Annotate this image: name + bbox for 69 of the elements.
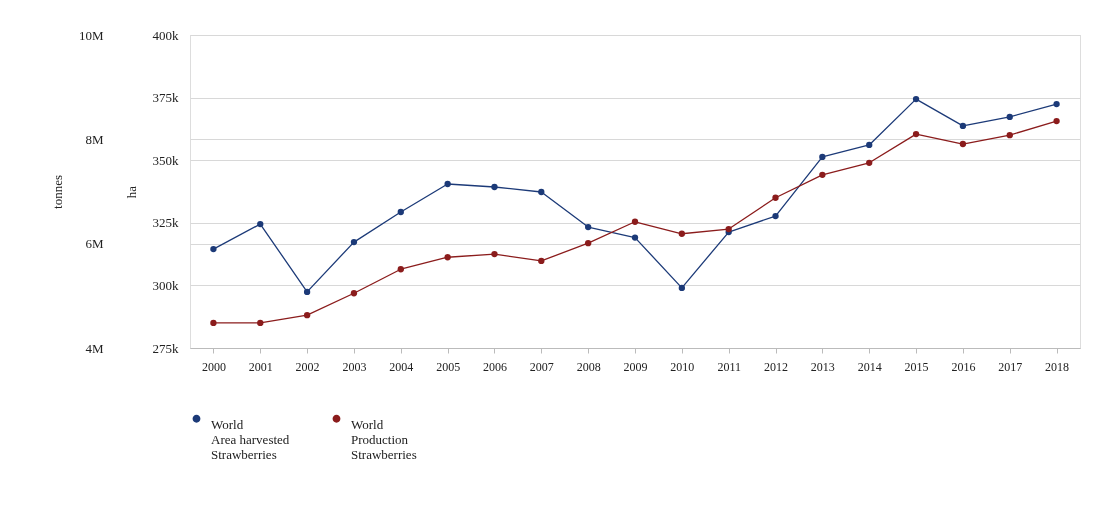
point — [631, 218, 639, 225]
point — [678, 230, 685, 237]
point — [350, 238, 358, 246]
point — [866, 159, 873, 166]
x-tick-label: 2005 — [436, 359, 461, 374]
legend-label: World Production Strawberries — [351, 416, 417, 462]
x-tick-label: 2016 — [951, 359, 976, 374]
y2-tick-label: 8M — [85, 131, 104, 147]
y2-tick-label: 4M — [85, 340, 104, 356]
point — [350, 290, 358, 297]
x-tick-label: 2009 — [623, 359, 648, 374]
point — [1053, 117, 1060, 125]
x-tick-label: 2002 — [295, 359, 320, 374]
y-tick-label: 275k — [152, 340, 179, 356]
point — [444, 180, 451, 188]
x-tick-label: 2014 — [857, 359, 882, 374]
point — [491, 250, 498, 258]
legend-label: World Area harvested Strawberries — [211, 416, 290, 462]
y2-axis-title: tonnes — [49, 175, 65, 209]
y-tick-label: 300k — [152, 277, 179, 293]
point — [1053, 100, 1060, 108]
x-tick-label: 2008 — [576, 359, 601, 374]
y2-tick-label: 10M — [78, 27, 104, 43]
point — [257, 220, 264, 228]
point — [1006, 113, 1013, 121]
x-tick-label: 2010 — [670, 359, 695, 374]
point — [912, 95, 920, 103]
y-axis-title: ha — [123, 185, 139, 199]
point — [210, 245, 217, 253]
point — [444, 254, 451, 261]
y-tick-label: 400k — [152, 27, 179, 43]
point — [819, 171, 826, 178]
y-tick-label: 350k — [152, 152, 179, 168]
point — [538, 257, 545, 265]
x-tick-label: 2003 — [342, 359, 367, 374]
x-tick-label: 2012 — [764, 359, 789, 374]
y2-tick-label: 6M — [85, 236, 104, 252]
point — [303, 288, 311, 296]
point — [585, 239, 592, 247]
x-tick-label: 2015 — [904, 359, 929, 374]
x-tick-label: 2018 — [1045, 359, 1070, 374]
point — [397, 208, 404, 216]
point — [1006, 132, 1013, 139]
point — [866, 141, 873, 149]
x-tick-label: 2013 — [810, 359, 835, 374]
point — [303, 311, 311, 319]
point — [397, 266, 404, 273]
x-tick-label: 2004 — [389, 359, 414, 374]
point — [491, 183, 498, 191]
x-tick-label: 2006 — [482, 359, 507, 374]
x-tick-label: 2017 — [998, 359, 1023, 374]
point — [959, 140, 967, 148]
point — [678, 284, 685, 292]
point — [210, 319, 217, 327]
x-tick-label: 2001 — [248, 359, 273, 374]
point — [257, 319, 264, 327]
point — [538, 188, 545, 196]
x-tick-label: 2000 — [201, 359, 226, 374]
point — [959, 122, 967, 130]
y-tick-label: 375k — [152, 90, 179, 106]
x-tick-label: 2007 — [529, 359, 554, 374]
point — [819, 153, 826, 161]
point — [631, 234, 639, 241]
point — [912, 130, 920, 138]
y-tick-label: 325k — [152, 215, 179, 231]
x-tick-label: 2011 — [717, 359, 741, 374]
point — [772, 212, 779, 220]
point — [585, 223, 592, 231]
point — [772, 194, 779, 201]
